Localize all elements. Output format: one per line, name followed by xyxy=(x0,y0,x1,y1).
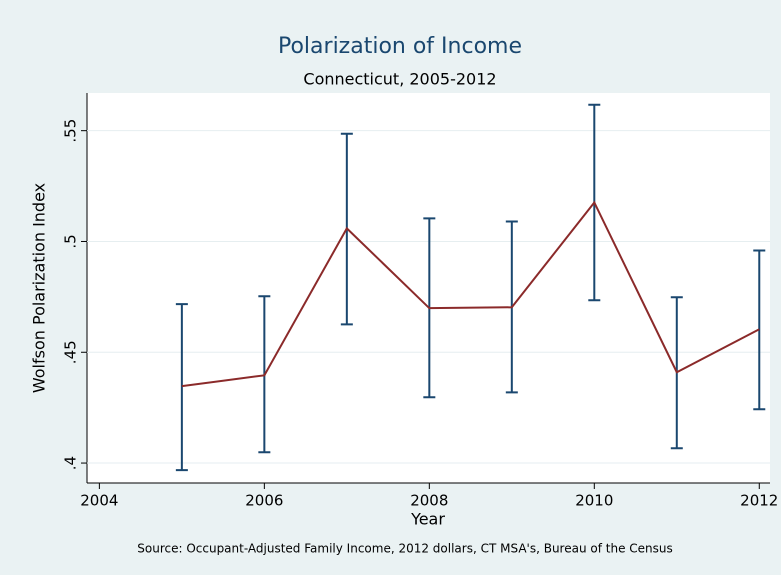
x-tick-label: 2010 xyxy=(575,492,613,510)
y-tick-label: .55 xyxy=(62,119,80,143)
y-tick-label: .4 xyxy=(62,456,80,470)
chart-subtitle: Connecticut, 2005-2012 xyxy=(303,70,496,89)
y-tick-label: .5 xyxy=(62,234,80,248)
x-tick-label: 2004 xyxy=(80,492,118,510)
x-tick-label: 2012 xyxy=(740,492,778,510)
x-tick-label: 2008 xyxy=(410,492,448,510)
y-tick-label: .45 xyxy=(62,340,80,364)
x-tick-label: 2006 xyxy=(245,492,283,510)
chart-title: Polarization of Income xyxy=(278,34,522,59)
error-bar xyxy=(175,303,188,472)
source-note: Source: Occupant-Adjusted Family Income,… xyxy=(137,542,673,556)
x-axis-label: Year xyxy=(410,510,445,529)
y-axis-label: Wolfson Polarization Index xyxy=(30,183,49,393)
line xyxy=(181,200,760,388)
